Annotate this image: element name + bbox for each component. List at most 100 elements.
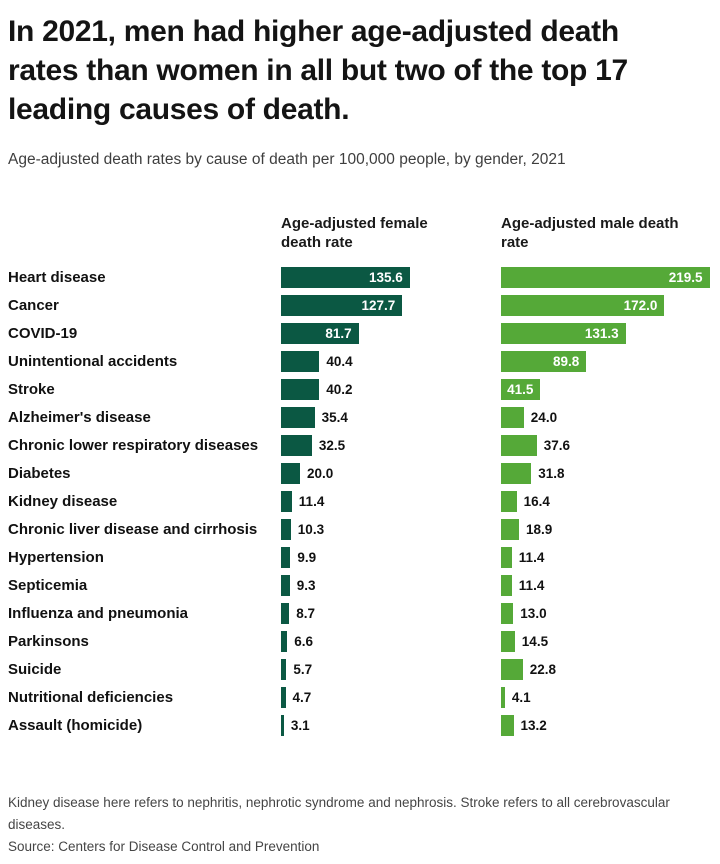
male-bar-cell: 24.0	[501, 403, 710, 431]
bar-value-label: 18.9	[526, 521, 553, 537]
bar-value-label: 6.6	[294, 633, 314, 649]
male-bar-cell: 131.3	[501, 319, 710, 347]
male-bar	[501, 714, 514, 736]
bar-value-label: 13.2	[520, 717, 547, 733]
row-label: Parkinsons	[8, 632, 89, 650]
male-bar-cell: 31.8	[501, 459, 710, 487]
female-bar-cell: 10.3	[281, 515, 501, 543]
row-label: Stroke	[8, 380, 55, 398]
female-bar	[281, 490, 292, 512]
chart-row: Alzheimer's disease 35.4 24.0	[8, 403, 710, 431]
chart-row: Stroke 40.2 41.5	[8, 375, 710, 403]
female-bar-cell: 4.7	[281, 683, 501, 711]
male-bar-cell: 11.4	[501, 543, 710, 571]
male-bar	[501, 434, 537, 456]
row-label: Cancer	[8, 296, 59, 314]
bar-value-label: 135.6	[369, 269, 403, 285]
male-bar-cell: 219.5	[501, 263, 710, 291]
female-bar-cell: 3.1	[281, 711, 501, 739]
bar-value-label: 4.7	[292, 689, 312, 705]
bar-value-label: 5.7	[293, 661, 313, 677]
female-bar-cell: 9.3	[281, 571, 501, 599]
male-bar: 131.3	[501, 322, 626, 344]
chart-rows: Heart disease 135.6 219.5 Cancer 127.7 172.0 C…	[8, 263, 710, 739]
male-bar	[501, 518, 519, 540]
chart-row: Chronic liver disease and cirrhosis 10.3 1…	[8, 515, 710, 543]
chart-row: Unintentional accidents 40.4 89.8	[8, 347, 710, 375]
male-bar	[501, 462, 532, 484]
female-bar	[281, 658, 287, 680]
female-bar	[281, 434, 312, 456]
bar-value-label: 31.8	[538, 465, 565, 481]
female-bar	[281, 602, 290, 624]
male-bar-cell: 41.5	[501, 375, 710, 403]
bar-value-label: 40.2	[326, 381, 353, 397]
male-bar: 41.5	[501, 378, 541, 400]
row-label: Septicemia	[8, 576, 88, 594]
female-bar	[281, 350, 320, 372]
female-bar	[281, 462, 300, 484]
female-bar-cell: 6.6	[281, 627, 501, 655]
female-bar-cell: 40.4	[281, 347, 501, 375]
female-bar: 81.7	[281, 322, 359, 344]
chart-row: COVID-19 81.7 131.3	[8, 319, 710, 347]
female-bar	[281, 378, 320, 400]
bar-value-label: 127.7	[361, 297, 396, 313]
row-label: Hypertension	[8, 548, 104, 566]
male-bar: 219.5	[501, 266, 710, 288]
row-label: COVID-19	[8, 324, 78, 342]
bar-value-label: 9.3	[296, 577, 316, 593]
female-bar-cell: 40.2	[281, 375, 501, 403]
bar-value-label: 16.4	[523, 493, 550, 509]
chart-row: Heart disease 135.6 219.5	[8, 263, 710, 291]
chart-subtitle: Age-adjusted death rates by cause of dea…	[8, 151, 566, 168]
male-bar-cell: 18.9	[501, 515, 710, 543]
bar-value-label: 3.1	[290, 717, 310, 733]
chart-row: Suicide 5.7 22.8	[8, 655, 710, 683]
female-bar-cell: 135.6	[281, 263, 501, 291]
bar-value-label: 22.8	[529, 661, 556, 677]
row-label: Suicide	[8, 660, 62, 678]
row-label: Kidney disease	[8, 492, 118, 510]
bar-value-label: 10.3	[297, 521, 325, 537]
bar-value-label: 81.7	[325, 325, 352, 341]
bar-value-label: 13.0	[520, 605, 547, 621]
chart-footer: Kidney disease here refers to nephritis,…	[8, 792, 698, 858]
chart-row: Chronic lower respiratory diseases 32.5 37…	[8, 431, 710, 459]
female-bar	[281, 406, 315, 428]
bar-value-label: 8.7	[296, 605, 316, 621]
chart-row: Kidney disease 11.4 16.4	[8, 487, 710, 515]
female-bar-cell: 9.9	[281, 543, 501, 571]
male-bar	[501, 546, 512, 568]
female-bar	[281, 518, 291, 540]
row-label: Alzheimer's disease	[8, 408, 151, 426]
male-bar-cell: 22.8	[501, 655, 710, 683]
female-bar	[281, 630, 288, 652]
bar-value-label: 35.4	[321, 409, 348, 425]
female-bar-cell: 8.7	[281, 599, 501, 627]
bar-value-label: 20.0	[307, 465, 334, 481]
bar-value-label: 172.0	[623, 297, 658, 313]
male-bar	[501, 686, 505, 708]
row-label: Diabetes	[8, 464, 71, 482]
chart-column-headers: Age-adjusted female death rate Age-adjus…	[8, 214, 710, 252]
bar-value-label: 131.3	[584, 325, 619, 341]
bar-value-label: 9.9	[297, 549, 317, 565]
bar-value-label: 14.5	[521, 633, 549, 649]
row-label: Influenza and pneumonia	[8, 604, 189, 622]
chart-row: Diabetes 20.0 31.8	[8, 459, 710, 487]
female-bar	[281, 714, 284, 736]
female-bar: 135.6	[281, 266, 410, 288]
row-label: Chronic liver disease and cirrhosis	[8, 520, 258, 538]
male-bar-cell: 13.0	[501, 599, 710, 627]
male-bar: 172.0	[501, 294, 665, 316]
female-bar-cell: 5.7	[281, 655, 501, 683]
male-bar	[501, 602, 514, 624]
male-bar-cell: 37.6	[501, 431, 710, 459]
bar-value-label: 32.5	[318, 437, 346, 453]
footnote: Kidney disease here refers to nephritis,…	[8, 795, 670, 832]
chart-row: Cancer 127.7 172.0	[8, 291, 710, 319]
row-label: Heart disease	[8, 268, 106, 286]
bar-value-label: 11.4	[298, 493, 325, 509]
